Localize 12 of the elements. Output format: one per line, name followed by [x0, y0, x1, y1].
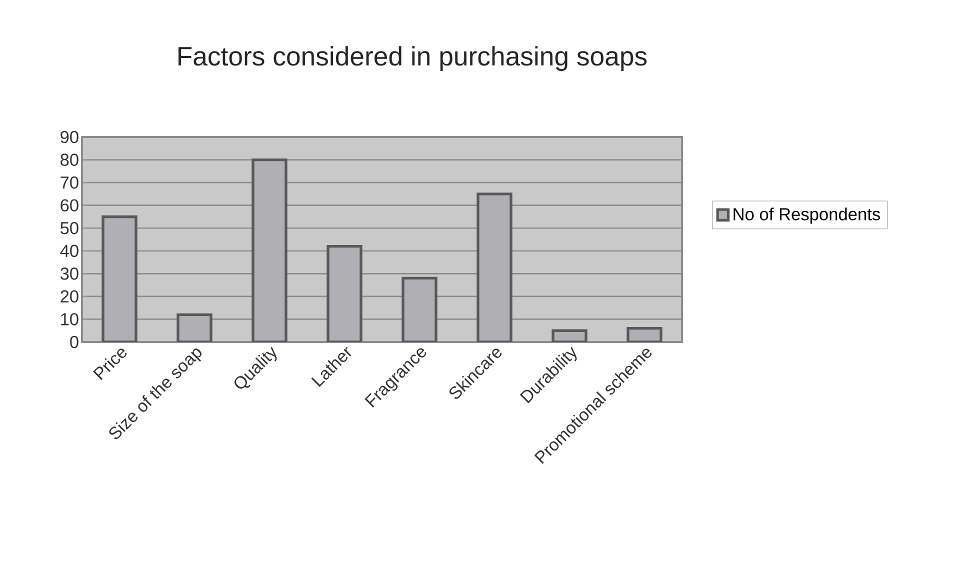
y-tick-label: 20 [60, 290, 78, 303]
y-tick-label: 30 [60, 268, 78, 280]
chart-title: Factors considered in purchasing soaps [178, 46, 647, 71]
y-tick-label: 10 [61, 313, 78, 326]
y-tick-label: 40 [60, 244, 78, 258]
y-tick-label: 50 [60, 222, 78, 234]
y-tick-label: 0 [70, 336, 78, 348]
y-tick-label: 80 [60, 154, 78, 166]
y-tick-label: 90 [60, 130, 78, 144]
y-tick-label: 60 [60, 199, 78, 212]
y-tick-label: 70 [60, 176, 78, 189]
legend-label: No of Respondents [734, 208, 880, 224]
